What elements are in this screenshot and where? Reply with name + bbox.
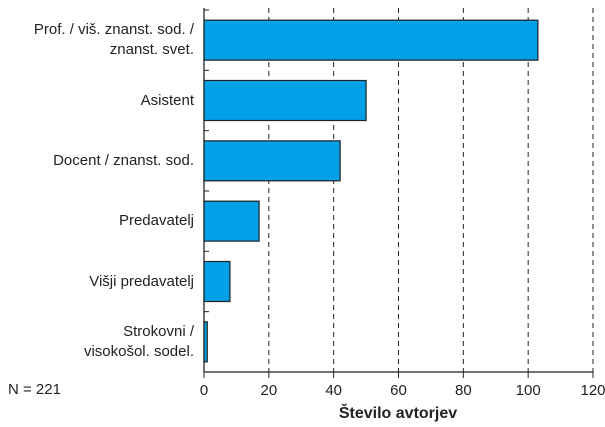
bar — [203, 19, 539, 61]
bar — [203, 79, 367, 122]
x-tick-label: 20 — [260, 382, 277, 399]
x-axis-label: Število avtorjev — [339, 403, 457, 422]
y-tick-label: Predavatelj — [118, 212, 194, 230]
y-tick-label: Višji predavatelj — [89, 272, 194, 290]
x-tick-label: 0 — [200, 382, 208, 399]
x-tick-label: 100 — [516, 382, 541, 399]
x-tick-label: 60 — [390, 382, 407, 399]
y-tick-label: Strokovni / visokošol. sodel. — [83, 322, 194, 360]
bar — [203, 321, 208, 363]
y-tick-label: Asistent — [140, 91, 194, 109]
bar — [203, 200, 260, 242]
y-tick-label: Prof. / viš. znanst. sod. / znanst. svet… — [33, 21, 194, 59]
bar — [203, 260, 231, 303]
x-tick-label: 120 — [580, 382, 605, 399]
x-tick-label: 80 — [455, 382, 472, 399]
y-tick-label: Docent / znanst. sod. — [53, 151, 194, 169]
bar — [203, 140, 341, 182]
annotation: N = 221 — [8, 381, 61, 398]
x-tick-label: 40 — [325, 382, 342, 399]
